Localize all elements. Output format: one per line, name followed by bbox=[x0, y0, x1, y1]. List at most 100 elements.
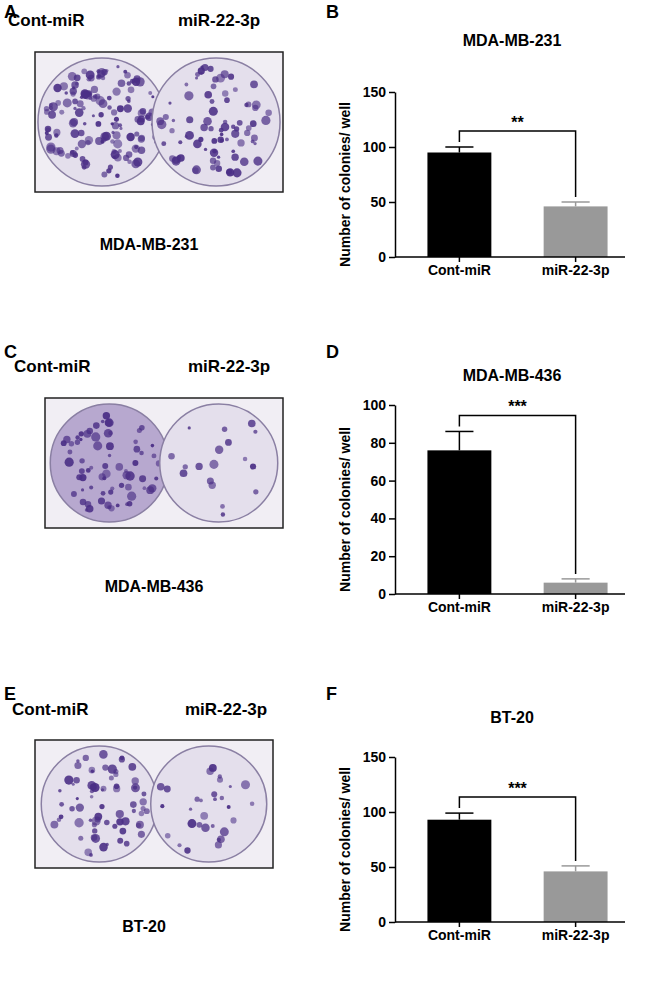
colony bbox=[132, 144, 140, 152]
colony bbox=[69, 119, 77, 127]
photo-frame bbox=[35, 740, 273, 868]
colony bbox=[201, 824, 209, 832]
colony bbox=[119, 756, 125, 762]
x-tick: Cont-miR bbox=[428, 922, 491, 943]
error-bar bbox=[562, 202, 590, 206]
colony bbox=[57, 818, 61, 822]
colony bbox=[106, 442, 114, 450]
colony bbox=[112, 87, 120, 95]
colony bbox=[106, 168, 111, 173]
colony bbox=[114, 783, 120, 789]
colony bbox=[135, 116, 142, 123]
x-tick-label: Cont-miR bbox=[428, 599, 491, 615]
colony bbox=[192, 165, 201, 174]
colony bbox=[145, 115, 150, 120]
colony bbox=[154, 476, 158, 480]
bar-chart: BMDA-MB-231050100150Cont-miRmiR-22-3pNum… bbox=[326, 2, 625, 278]
colony bbox=[208, 66, 214, 72]
significance-bracket bbox=[459, 415, 575, 573]
significance-label: *** bbox=[508, 398, 527, 415]
colony bbox=[265, 110, 272, 117]
significance-label: *** bbox=[508, 780, 527, 797]
colony bbox=[125, 484, 132, 491]
panel-caption: MDA-MB-231 bbox=[100, 236, 199, 253]
colony bbox=[144, 808, 150, 814]
colony bbox=[72, 783, 75, 786]
colony bbox=[146, 486, 154, 494]
y-tick: 50 bbox=[370, 859, 395, 875]
colony bbox=[111, 131, 114, 134]
y-tick-label: 100 bbox=[363, 397, 387, 413]
colony bbox=[225, 439, 232, 446]
colony bbox=[101, 172, 107, 178]
colony bbox=[76, 759, 80, 763]
colony bbox=[220, 796, 224, 800]
colony bbox=[143, 486, 147, 490]
colony bbox=[128, 763, 136, 771]
colony bbox=[231, 149, 235, 153]
y-tick-mark bbox=[389, 257, 395, 259]
colony bbox=[101, 140, 105, 144]
bar bbox=[427, 153, 491, 258]
colony bbox=[237, 139, 244, 146]
colony bbox=[252, 100, 261, 109]
colony bbox=[137, 428, 142, 433]
error-cap bbox=[562, 578, 590, 580]
colony bbox=[134, 131, 139, 136]
colony bbox=[210, 148, 218, 156]
colony bbox=[127, 159, 132, 164]
colony bbox=[212, 76, 218, 82]
colony bbox=[101, 420, 105, 424]
y-tick: 0 bbox=[378, 249, 395, 265]
colony bbox=[139, 475, 146, 482]
y-tick-mark bbox=[389, 92, 395, 94]
colony bbox=[180, 469, 188, 477]
colony bbox=[101, 491, 106, 496]
colony bbox=[50, 821, 58, 829]
error-stem bbox=[459, 147, 461, 153]
y-tick: 0 bbox=[378, 586, 395, 602]
colony bbox=[151, 95, 154, 98]
y-axis-line bbox=[395, 758, 397, 923]
x-tick-label: miR-22-3p bbox=[542, 599, 610, 615]
x-tick: miR-22-3p bbox=[542, 257, 610, 278]
colony bbox=[161, 141, 166, 146]
panel-letter: D bbox=[326, 342, 339, 362]
plate bbox=[151, 746, 267, 862]
error-cap bbox=[445, 146, 473, 148]
bar bbox=[544, 583, 608, 594]
colony bbox=[131, 783, 140, 792]
colony bbox=[244, 130, 250, 136]
colony bbox=[127, 492, 136, 501]
error-bar bbox=[562, 866, 590, 872]
y-axis: 050100150 bbox=[363, 749, 396, 930]
photo-frame bbox=[35, 52, 283, 192]
colony bbox=[185, 83, 189, 87]
colony bbox=[195, 797, 200, 802]
colony bbox=[92, 828, 97, 833]
colony bbox=[127, 501, 133, 507]
colony bbox=[99, 750, 108, 759]
colony bbox=[248, 420, 256, 428]
colony bbox=[70, 150, 77, 157]
colony bbox=[188, 426, 191, 429]
error-bar bbox=[445, 813, 473, 820]
y-tick-label: 150 bbox=[363, 749, 387, 765]
colony bbox=[243, 457, 247, 461]
colony bbox=[231, 153, 238, 160]
y-tick: 100 bbox=[363, 397, 395, 413]
y-tick: 0 bbox=[378, 914, 395, 930]
colony bbox=[200, 65, 203, 68]
colony bbox=[76, 803, 84, 811]
colony bbox=[148, 91, 152, 95]
colony bbox=[114, 117, 119, 122]
y-tick-label: 50 bbox=[370, 194, 386, 210]
colony bbox=[119, 828, 126, 835]
error-bar bbox=[445, 431, 473, 450]
colony bbox=[136, 821, 144, 829]
plate-label: miR-22-3p bbox=[178, 11, 260, 30]
colony bbox=[138, 831, 145, 838]
colony bbox=[130, 801, 137, 808]
plate bbox=[152, 58, 280, 186]
colony bbox=[131, 160, 140, 169]
